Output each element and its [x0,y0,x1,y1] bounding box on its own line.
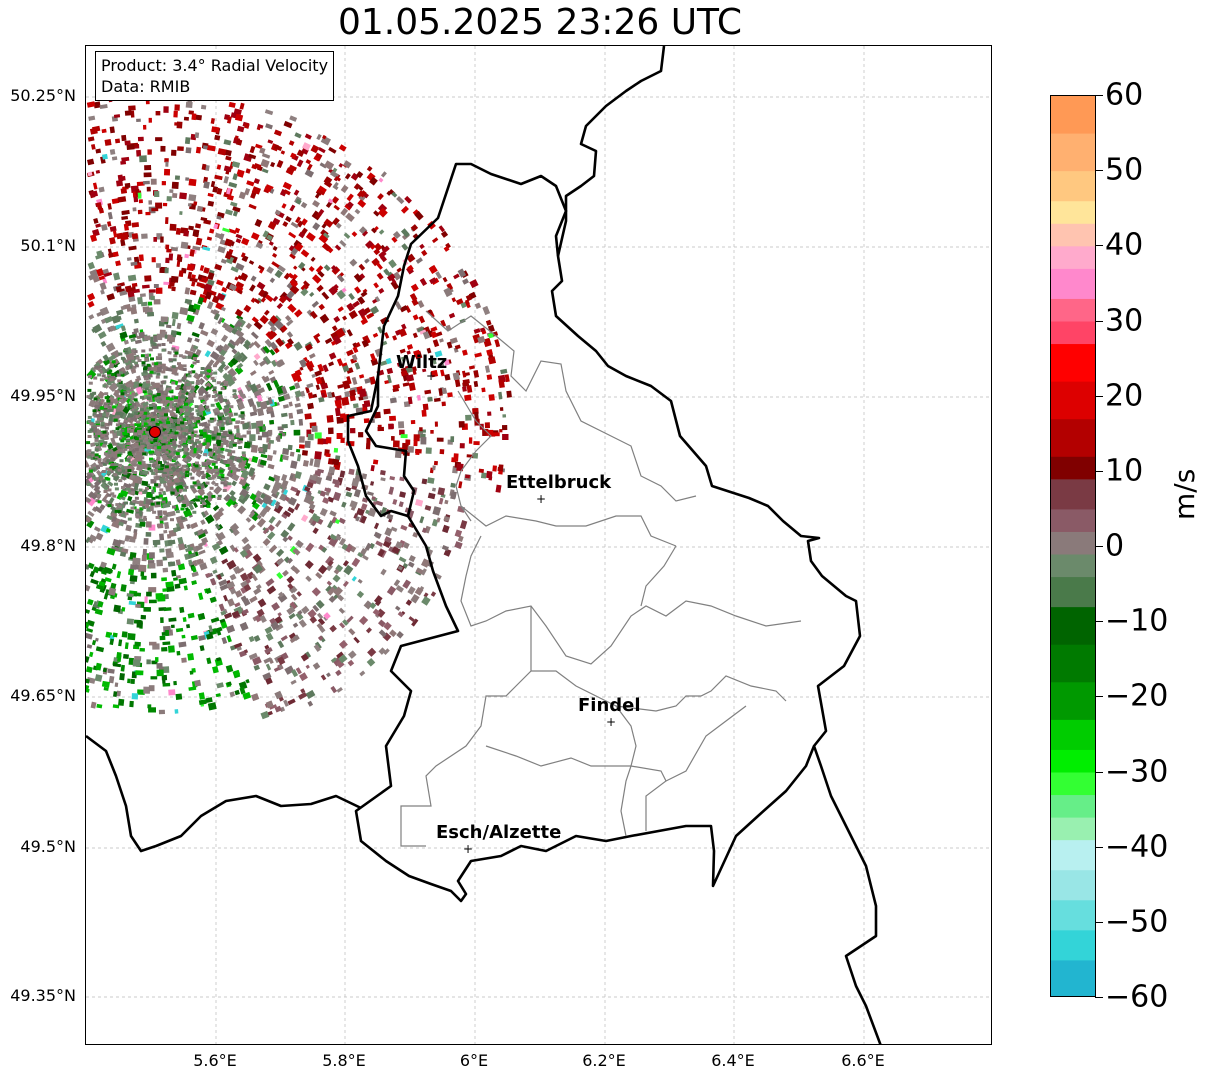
longitude-tick-label: 5.6°E [193,1051,237,1070]
longitude-tick-label: 6.6°E [841,1051,885,1070]
colorbar-tick-mark [1095,470,1103,472]
canton-borders [400,310,802,847]
longitude-tick-label: 6°E [459,1051,489,1070]
colorbar-tick-mark [1095,621,1103,623]
colorbar-tick-mark [1095,546,1103,547]
latitude-tick-label: 49.5°N [20,837,76,856]
latitude-tick-label: 49.65°N [10,686,76,705]
colorbar-tick-mark [1095,395,1103,397]
colorbar-tick-label: −60 [1105,979,1169,1015]
radar-site-marker [149,426,161,438]
longitude-tick-label: 5.8°E [322,1051,366,1070]
radar-map-canvas: +Wiltz+Ettelbruck+Findel+Esch/Alzette [86,46,991,1044]
colorbar-tick-label: 20 [1105,378,1144,414]
city-marker-icon: + [536,492,546,506]
map-title: 01.05.2025 23:26 UTC [337,2,743,43]
radar-map: + Wiltz + Ettelbruck + Findel + Esch/Alzette [85,45,992,1045]
country-borders [86,46,882,1044]
colorbar-unit-label: m/s [1168,468,1201,520]
colorbar-tick-label: 30 [1105,303,1144,338]
city-label: Wiltz [396,352,447,373]
graticule [86,46,991,1044]
colorbar-tick-mark [1095,921,1103,923]
colorbar-tick-label: 0 [1105,528,1125,564]
colorbar-tick-mark [1095,170,1103,172]
colorbar-tick-label: 50 [1105,152,1144,188]
city-markers: +Wiltz+Ettelbruck+Findel+Esch/Alzette [396,352,641,856]
colorbar-tick-label: −40 [1105,829,1169,865]
city-label: Ettelbruck [506,472,612,493]
product-info-box: Product: 3.4° Radial Velocity Data: RMIB [95,51,335,101]
colorbar-tick-label: −30 [1105,754,1169,789]
latitude-tick-label: 50.1°N [20,236,76,255]
colorbar-tick-label: −20 [1105,678,1169,714]
colorbar-tick-label: −10 [1105,603,1169,639]
colorbar-tick-mark [1095,320,1103,322]
latitude-tick-label: 49.35°N [10,986,76,1005]
longitude-tick-label: 6.4°E [711,1051,755,1070]
colorbar-tick-mark [1095,771,1103,773]
longitude-tick-label: 6.2°E [582,1051,626,1070]
data-source-line: Data: RMIB [101,77,191,96]
product-line: Product: 3.4° Radial Velocity [101,56,329,75]
colorbar-tick-label: 40 [1105,227,1144,263]
latitude-tick-label: 49.8°N [20,536,76,555]
latitude-tick-label: 49.95°N [10,386,76,405]
city-label: Findel [578,695,641,716]
city-marker-icon: + [426,369,436,383]
city-marker-icon: + [606,715,616,729]
colorbar-tick-mark [1095,95,1103,96]
latitude-tick-label: 50.25°N [10,86,76,105]
colorbar-tick-label: 10 [1105,453,1144,489]
colorbar-tick-label: 60 [1105,77,1144,113]
colorbar-tick-mark [1095,696,1103,698]
velocity-colorbar [1050,95,1096,997]
colorbar-tick-mark [1095,245,1103,247]
city-label: Esch/Alzette [436,822,561,843]
colorbar-tick-mark [1095,997,1103,998]
city-marker-icon: + [463,842,473,856]
colorbar-tick-label: −50 [1105,904,1169,940]
colorbar-gradient [1051,96,1095,996]
colorbar-tick-mark [1095,846,1103,848]
